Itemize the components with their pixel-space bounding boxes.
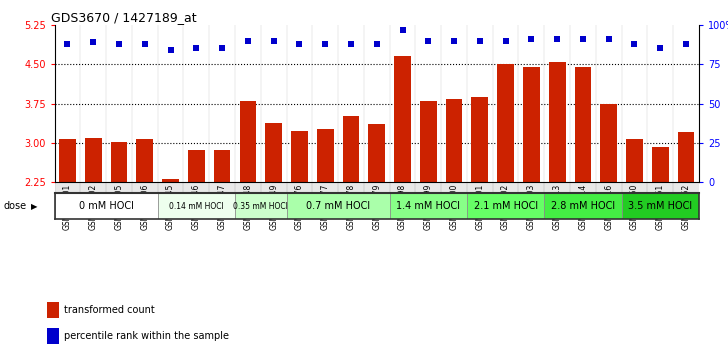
- Bar: [652, 147, 668, 182]
- Text: GDS3670 / 1427189_at: GDS3670 / 1427189_at: [51, 11, 197, 24]
- Bar: [523, 67, 539, 182]
- Bar: [317, 129, 333, 182]
- Text: 0.35 mM HOCl: 0.35 mM HOCl: [234, 202, 288, 211]
- Bar: [626, 139, 643, 182]
- Bar: [47, 328, 59, 344]
- Text: transformed count: transformed count: [64, 305, 155, 315]
- Text: percentile rank within the sample: percentile rank within the sample: [64, 331, 229, 341]
- Bar: [545, 193, 622, 219]
- Bar: [549, 62, 566, 182]
- Bar: [265, 123, 282, 182]
- Bar: [394, 56, 411, 182]
- Text: 3.5 mM HOCl: 3.5 mM HOCl: [628, 201, 692, 211]
- Bar: [678, 132, 695, 182]
- Bar: [601, 104, 617, 182]
- Bar: [497, 64, 514, 182]
- Text: 0 mM HOCl: 0 mM HOCl: [79, 201, 133, 211]
- Bar: [343, 116, 360, 182]
- Bar: [472, 97, 488, 182]
- Text: 2.8 mM HOCl: 2.8 mM HOCl: [551, 201, 615, 211]
- Text: dose: dose: [4, 201, 27, 211]
- Bar: [240, 102, 256, 182]
- Text: 1.4 mM HOCl: 1.4 mM HOCl: [396, 201, 460, 211]
- Bar: [188, 150, 205, 182]
- Bar: [368, 124, 385, 182]
- Bar: [235, 193, 287, 219]
- Text: 0.14 mM HOCl: 0.14 mM HOCl: [169, 202, 223, 211]
- Bar: [291, 131, 308, 182]
- Bar: [420, 102, 437, 182]
- Bar: [467, 193, 545, 219]
- Bar: [162, 179, 179, 182]
- Bar: [136, 139, 153, 182]
- Text: 2.1 mM HOCl: 2.1 mM HOCl: [473, 201, 538, 211]
- Bar: [622, 193, 699, 219]
- Bar: [287, 193, 389, 219]
- Bar: [111, 142, 127, 182]
- Bar: [158, 193, 235, 219]
- Bar: [85, 138, 102, 182]
- Text: 0.7 mM HOCl: 0.7 mM HOCl: [306, 201, 370, 211]
- Bar: [55, 193, 158, 219]
- Bar: [574, 67, 591, 182]
- Bar: [47, 302, 59, 318]
- Bar: [214, 150, 231, 182]
- Bar: [389, 193, 467, 219]
- Bar: [446, 99, 462, 182]
- Text: ▶: ▶: [31, 202, 37, 211]
- Bar: [59, 139, 76, 182]
